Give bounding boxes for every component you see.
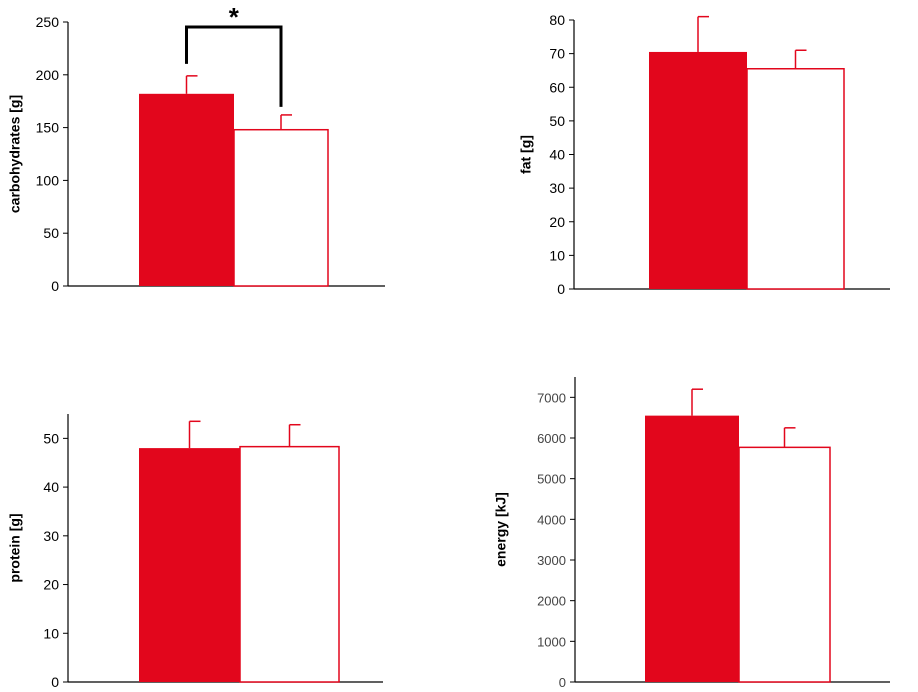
y-tick-label: 6000 — [537, 431, 566, 446]
y-tick-label: 2000 — [537, 594, 566, 609]
y-tick-label: 0 — [51, 278, 59, 294]
y-axis-label: protein [g] — [7, 513, 23, 582]
bar-open — [233, 128, 329, 287]
y-tick-label: 7000 — [537, 390, 566, 405]
y-tick-label: 30 — [549, 180, 565, 196]
y-tick-label: 200 — [36, 67, 60, 83]
chart-panel-4: 0 1000 2000 3000 4000 5000 6000 7000 energy [kJ] — [493, 377, 890, 690]
y-tick-label: 5000 — [537, 472, 566, 487]
y-tick-label: 0 — [51, 674, 59, 690]
bar-filled — [649, 51, 747, 289]
y-tick-label: 50 — [549, 113, 565, 129]
y-tick-label: 100 — [36, 172, 60, 188]
y-axis-label: fat [g] — [518, 135, 534, 174]
y-tick-label: 0 — [559, 675, 566, 690]
bar-filled — [139, 93, 234, 286]
bar-open — [746, 68, 845, 290]
y-tick-label: 60 — [549, 79, 565, 95]
y-tick-label: 20 — [549, 214, 565, 230]
y-tick-label: 50 — [43, 430, 59, 446]
bar-filled — [139, 448, 240, 682]
y-tick-label: 10 — [43, 625, 59, 641]
y-tick-label: 4000 — [537, 512, 566, 527]
chart-panel-3: 0 10 20 30 40 50 protein [g] — [7, 414, 383, 690]
y-axis-label: energy [kJ] — [493, 492, 509, 567]
significance-star: * — [229, 2, 240, 32]
bar-open — [239, 445, 340, 683]
chart-panel-1: 0 50 100 150 200 250 carbohydrates [g] * — [7, 2, 385, 294]
y-tick-label: 250 — [36, 14, 60, 30]
y-tick-label: 0 — [557, 281, 565, 297]
chart-panel-2: 0 10 20 30 40 50 60 70 80 fat [g] — [518, 12, 890, 297]
y-tick-label: 1000 — [537, 634, 566, 649]
y-tick-label: 50 — [43, 225, 59, 241]
bar-filled — [645, 415, 739, 682]
y-tick-label: 10 — [549, 247, 565, 263]
y-tick-label: 40 — [43, 479, 59, 495]
y-tick-label: 30 — [43, 528, 59, 544]
y-tick-label: 70 — [549, 46, 565, 62]
significance-bracket — [185, 25, 283, 107]
bar-open — [738, 446, 831, 683]
y-tick-label: 80 — [549, 12, 565, 28]
y-axis-label: carbohydrates [g] — [7, 95, 23, 213]
y-tick-label: 150 — [36, 120, 60, 136]
y-tick-label: 3000 — [537, 553, 566, 568]
y-tick-label: 20 — [43, 577, 59, 593]
y-tick-label: 40 — [549, 147, 565, 163]
